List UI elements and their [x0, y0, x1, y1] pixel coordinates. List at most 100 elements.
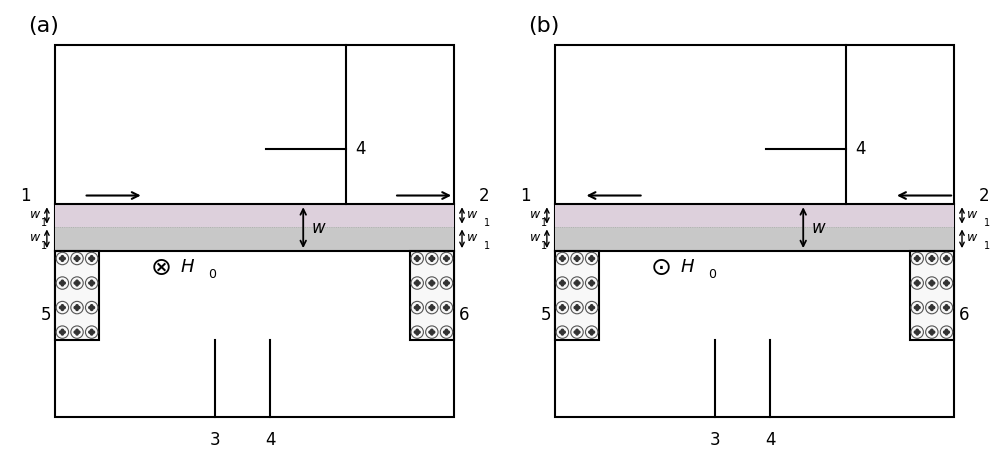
Text: ⊗: ⊗ [151, 255, 172, 280]
Circle shape [91, 284, 93, 286]
Circle shape [61, 333, 63, 335]
Circle shape [589, 331, 591, 333]
Text: 6: 6 [958, 306, 969, 324]
Circle shape [592, 257, 595, 260]
Circle shape [61, 280, 63, 282]
Circle shape [91, 329, 93, 331]
Circle shape [63, 257, 65, 260]
Text: 2: 2 [978, 187, 989, 205]
Circle shape [592, 331, 595, 333]
Circle shape [563, 331, 565, 333]
Circle shape [947, 306, 949, 309]
Circle shape [431, 333, 433, 335]
Circle shape [61, 284, 63, 286]
Circle shape [945, 308, 948, 310]
Circle shape [945, 284, 948, 286]
Circle shape [447, 282, 449, 284]
Circle shape [931, 280, 933, 282]
Circle shape [433, 282, 435, 284]
Circle shape [431, 259, 433, 261]
Text: 1: 1 [41, 241, 47, 251]
Circle shape [933, 331, 935, 333]
Text: 3: 3 [209, 431, 220, 449]
Circle shape [78, 331, 80, 333]
Text: $w$: $w$ [29, 208, 42, 221]
Circle shape [576, 305, 578, 307]
Circle shape [929, 257, 931, 260]
Circle shape [918, 306, 920, 309]
Circle shape [60, 257, 62, 260]
Circle shape [560, 282, 562, 284]
Circle shape [914, 306, 917, 309]
Circle shape [576, 280, 578, 282]
Circle shape [560, 306, 562, 309]
Circle shape [945, 305, 948, 307]
Text: 1: 1 [484, 218, 490, 228]
Circle shape [561, 308, 563, 310]
Circle shape [431, 308, 433, 310]
Circle shape [931, 329, 933, 331]
Text: 4: 4 [355, 140, 366, 158]
Circle shape [578, 331, 580, 333]
Circle shape [433, 306, 435, 309]
Circle shape [914, 282, 917, 284]
Bar [555, 251, 599, 340]
Circle shape [929, 331, 931, 333]
Text: 1: 1 [984, 218, 990, 228]
Circle shape [91, 305, 93, 307]
Text: 1: 1 [520, 187, 530, 205]
Text: 4: 4 [265, 431, 276, 449]
Circle shape [416, 255, 418, 258]
Circle shape [576, 308, 578, 310]
Circle shape [591, 329, 593, 331]
Circle shape [431, 329, 433, 331]
Circle shape [945, 329, 948, 331]
Text: $w$: $w$ [529, 231, 542, 244]
Text: $w$: $w$ [29, 231, 42, 244]
Circle shape [916, 329, 918, 331]
Circle shape [445, 305, 448, 307]
Text: 0: 0 [708, 268, 716, 281]
Circle shape [89, 306, 91, 309]
Circle shape [76, 305, 78, 307]
Circle shape [931, 284, 933, 286]
Circle shape [91, 280, 93, 282]
Circle shape [589, 282, 591, 284]
Circle shape [418, 257, 420, 260]
Circle shape [931, 305, 933, 307]
Circle shape [445, 308, 448, 310]
Circle shape [916, 308, 918, 310]
Circle shape [416, 305, 418, 307]
Circle shape [76, 308, 78, 310]
Circle shape [918, 282, 920, 284]
Circle shape [931, 308, 933, 310]
Circle shape [445, 255, 448, 258]
Circle shape [916, 284, 918, 286]
Circle shape [578, 257, 580, 260]
Circle shape [78, 282, 80, 284]
Circle shape [561, 255, 563, 258]
Circle shape [445, 259, 448, 261]
Circle shape [74, 306, 76, 309]
Circle shape [91, 308, 93, 310]
Circle shape [563, 306, 565, 309]
Circle shape [563, 257, 565, 260]
Text: 1: 1 [20, 187, 30, 205]
Circle shape [414, 257, 417, 260]
Circle shape [92, 331, 95, 333]
Circle shape [931, 259, 933, 261]
Circle shape [416, 284, 418, 286]
Circle shape [91, 333, 93, 335]
Circle shape [576, 333, 578, 335]
Text: 1: 1 [541, 218, 547, 228]
Circle shape [947, 282, 949, 284]
Text: $w$: $w$ [966, 208, 978, 221]
Circle shape [91, 255, 93, 258]
Circle shape [445, 284, 448, 286]
Circle shape [591, 255, 593, 258]
Circle shape [561, 333, 563, 335]
Circle shape [416, 333, 418, 335]
Circle shape [447, 257, 449, 260]
Circle shape [944, 331, 946, 333]
Text: 2: 2 [478, 187, 489, 205]
